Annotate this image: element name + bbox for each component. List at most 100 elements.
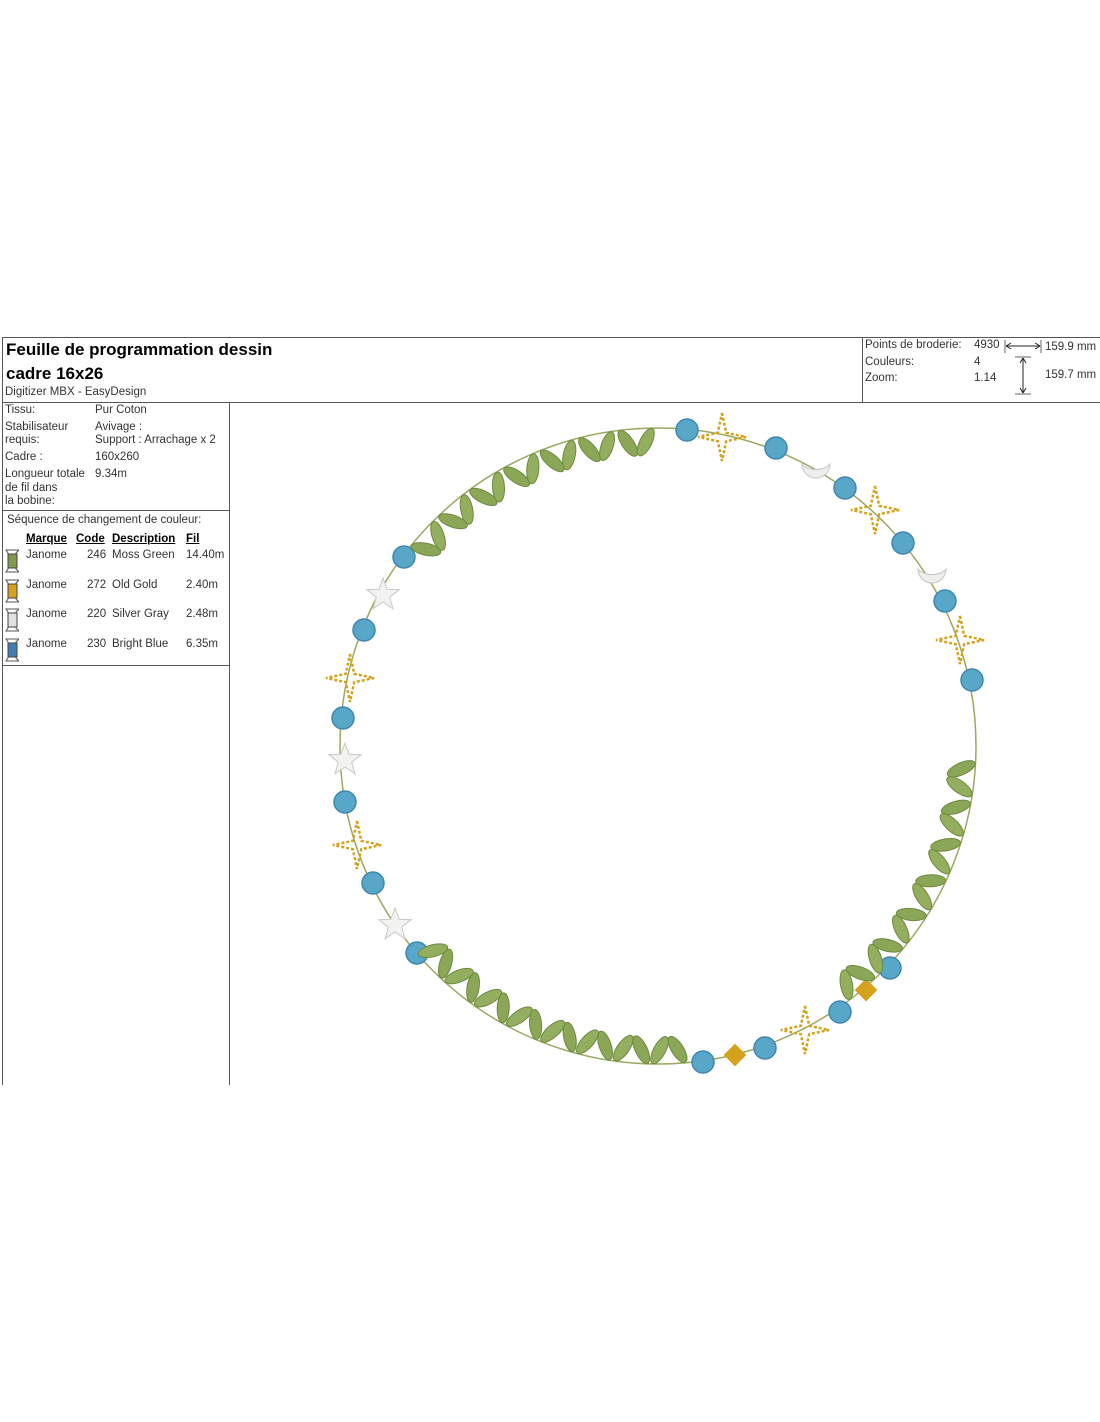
leaf	[599, 431, 616, 461]
leaf	[430, 521, 446, 551]
blue-bead	[392, 545, 416, 569]
leaf	[650, 1036, 669, 1065]
blue-bead	[331, 706, 355, 730]
gold-star-outline	[780, 1005, 830, 1055]
blue-bead	[828, 1000, 852, 1024]
leaf-pair	[928, 837, 961, 875]
blue-bead	[691, 1050, 715, 1074]
points-label: Points de broderie:	[865, 339, 962, 351]
thread-spool-icon	[5, 638, 19, 661]
leaf	[438, 513, 468, 530]
leaf-pair	[912, 874, 947, 911]
leaf-pair	[939, 799, 971, 837]
gold-star-outline	[325, 653, 375, 703]
leaf-pair	[650, 1035, 688, 1065]
row-code: 220	[87, 608, 107, 620]
leaf-pair	[438, 494, 474, 530]
row-description: Moss Green	[112, 549, 175, 561]
leaf-pair	[839, 964, 876, 1000]
leaf-pair	[576, 1029, 613, 1061]
blue-bead	[933, 589, 957, 613]
row-brand: Janome	[26, 578, 67, 591]
bobbin-length-value: 9.34m	[95, 468, 127, 480]
stabilizer-label: Stabilisateur	[5, 421, 69, 433]
col-header-code: Code	[76, 533, 105, 545]
row-code: 246	[87, 549, 107, 561]
leaf	[491, 471, 506, 503]
embroidery-design-preview	[325, 412, 985, 1074]
leaf	[930, 837, 961, 852]
leaf	[562, 1021, 577, 1053]
leaf	[562, 439, 577, 471]
blue-bead	[352, 618, 376, 642]
leaf-pair	[867, 938, 903, 974]
row-thread: 2.48m	[186, 608, 218, 620]
wreath-stem	[339, 427, 977, 1065]
leaf-pair	[469, 471, 506, 507]
leaf	[459, 494, 474, 525]
leaf	[578, 437, 601, 463]
gold-star-outline	[332, 820, 382, 870]
leaf	[506, 1006, 533, 1028]
leaf-pair	[473, 988, 510, 1024]
leaf-pair	[612, 1034, 651, 1064]
leaf	[473, 988, 503, 1008]
row-description: Silver Gray	[112, 608, 169, 620]
leaf	[839, 969, 854, 1000]
leaf-pair	[617, 427, 655, 457]
leaf	[469, 487, 498, 507]
divider	[2, 665, 230, 666]
leaf-pair	[503, 453, 540, 487]
leaf	[612, 1034, 634, 1062]
colors-label: Couleurs:	[865, 356, 915, 368]
leaf-pair	[578, 431, 616, 463]
design-height: 159.7 mm	[1045, 369, 1097, 381]
leaf	[867, 943, 884, 974]
design-name: cadre 16x26	[6, 364, 104, 383]
leaf-pair	[539, 439, 577, 473]
stabilizer-label: requis:	[5, 434, 40, 446]
leaf-pair	[891, 907, 927, 944]
row-brand: Janome	[26, 549, 67, 561]
row-brand: Janome	[26, 608, 67, 620]
leaf	[632, 1035, 651, 1064]
bobbin-length-label: Longueur totale	[5, 468, 85, 480]
leaf	[617, 429, 639, 457]
leaf	[912, 883, 933, 911]
divider	[229, 402, 230, 1085]
leaf	[503, 466, 531, 487]
blue-bead	[675, 418, 699, 442]
col-header-brand: Marque	[26, 533, 67, 545]
leaf	[526, 453, 540, 485]
leaf-pair	[444, 967, 480, 1003]
row-code: 230	[87, 637, 107, 650]
hoop-value: 160x260	[95, 451, 140, 463]
leaf-pair	[946, 760, 976, 798]
blue-bead	[764, 436, 788, 460]
design-width: 159.9 mm	[1045, 341, 1097, 353]
leaf	[946, 776, 973, 798]
silver-star	[365, 576, 401, 610]
thread-spool-icon	[5, 549, 19, 573]
blue-bead	[891, 531, 915, 555]
divider	[862, 337, 863, 402]
fabric-label: Tissu:	[5, 404, 36, 416]
leaf	[410, 542, 442, 557]
leaf	[915, 874, 947, 888]
gold-star-outline	[935, 615, 985, 665]
leaf	[928, 849, 951, 875]
fabric-value: Pur Coton	[95, 404, 147, 416]
leaf	[895, 907, 927, 922]
leaf	[946, 760, 976, 778]
leaf-pair	[540, 1019, 577, 1053]
stabilizer-value: Avivage :	[95, 421, 143, 433]
leaf-pair	[417, 943, 454, 979]
leaf	[597, 1030, 613, 1061]
leaf	[540, 1019, 566, 1043]
leaf	[891, 914, 910, 944]
colors-value: 4	[974, 356, 981, 368]
bobbin-length-label: la bobine:	[5, 495, 55, 507]
leaf	[444, 967, 474, 985]
leaf	[667, 1035, 688, 1064]
